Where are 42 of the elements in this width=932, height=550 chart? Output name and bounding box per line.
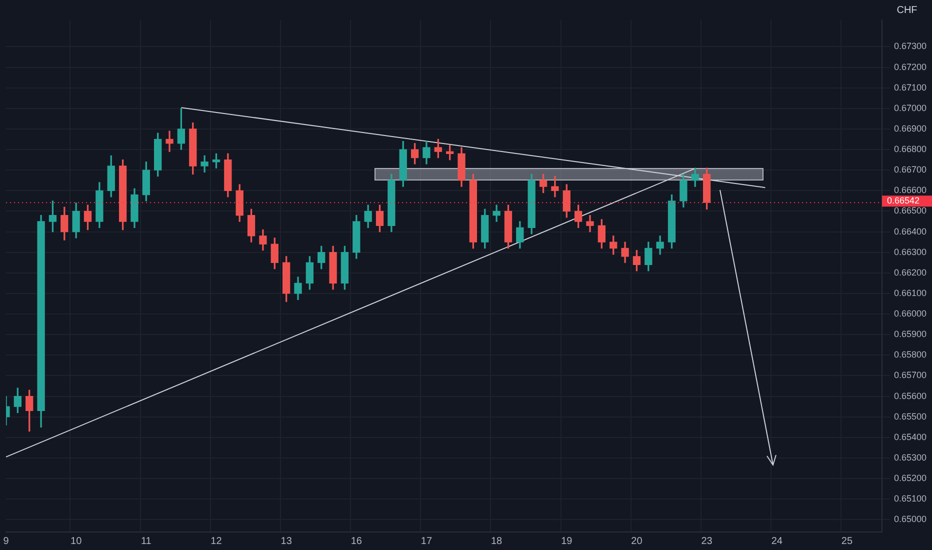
y-tick-label: 0.66000 [894, 308, 927, 319]
x-tick-label: 9 [3, 536, 10, 547]
y-tick-label: 0.66700 [894, 164, 927, 175]
y-tick-label: 0.66800 [894, 144, 927, 154]
y-tick-label: 0.65700 [894, 370, 927, 380]
y-tick-label: 0.65400 [894, 432, 927, 442]
y-tick-label: 0.65600 [894, 390, 927, 401]
y-tick-label: 0.66400 [894, 226, 927, 236]
y-tick-label: 0.66300 [894, 246, 927, 257]
y-tick-label: 0.65200 [894, 473, 927, 484]
y-tick-label: 0.67300 [894, 41, 927, 52]
y-tick-label: 0.66100 [894, 288, 927, 298]
ref-line-label: 0.66542 [887, 196, 920, 206]
y-tick-label: 0.65100 [894, 494, 927, 504]
x-tick-label: 13 [280, 536, 292, 547]
y-tick-label: 0.65300 [894, 452, 927, 462]
x-tick-label: 16 [350, 536, 362, 547]
y-tick-label: 0.67200 [894, 62, 927, 72]
x-tick-label: 20 [631, 536, 643, 547]
x-tick-label: 11 [140, 536, 152, 547]
x-tick-label: 23 [701, 536, 713, 547]
x-tick-label: 24 [771, 536, 783, 547]
x-tick-label: 18 [490, 536, 503, 547]
y-tick-label: 0.65900 [894, 329, 927, 340]
y-tick-label: 0.66600 [894, 185, 927, 196]
text: CHF [896, 4, 918, 16]
y-tick-label: 0.66900 [894, 123, 927, 134]
y-tick-label: 0.65000 [894, 514, 927, 524]
candlestick [166, 130, 174, 152]
x-tick-label: 12 [210, 536, 222, 547]
x-tick-label: 19 [561, 536, 573, 547]
x-tick-label: 25 [841, 536, 853, 547]
y-tick-label: 0.66200 [894, 267, 927, 278]
y-tick-label: 0.65500 [894, 411, 927, 422]
y-tick-label: 0.67000 [894, 102, 927, 113]
y-tick-label: 0.66500 [894, 206, 927, 216]
y-tick-label: 0.65800 [894, 350, 927, 360]
candlestick [551, 176, 559, 198]
x-tick-label: 10 [70, 536, 82, 547]
y-tick-label: 0.67100 [894, 82, 927, 92]
x-tick-label: 17 [420, 536, 432, 547]
candlestick [492, 204, 500, 222]
